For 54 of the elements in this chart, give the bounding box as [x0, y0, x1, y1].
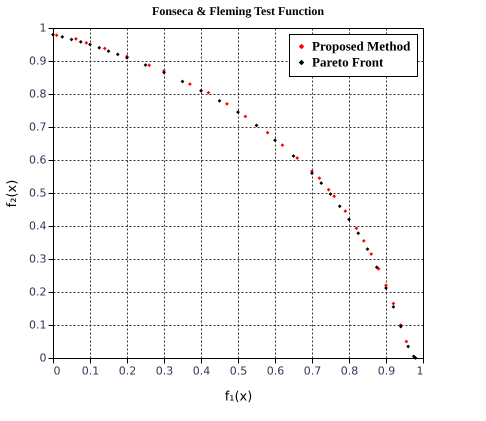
- x-tick-label: 0.2: [118, 364, 136, 378]
- point: [244, 114, 248, 118]
- y-axis-title: f₂(x): [5, 180, 20, 208]
- x-tick-label: 0.9: [378, 364, 396, 378]
- point: [369, 252, 374, 256]
- point: [318, 176, 322, 180]
- point: [102, 46, 107, 50]
- x-tick-label: 0.5: [230, 364, 248, 378]
- y-tick-label: 0.7: [29, 120, 46, 134]
- point: [404, 340, 408, 344]
- point: [116, 52, 120, 56]
- point: [273, 138, 277, 142]
- x-tick-label: 0.3: [156, 364, 174, 378]
- y-tick-label: 0.8: [29, 88, 46, 100]
- point: [84, 40, 88, 45]
- x-tick-label: 0.7: [304, 364, 322, 378]
- chart-title: Fonseca & Fleming Test Function: [152, 4, 324, 18]
- point: [406, 344, 410, 348]
- x-tick-label: 0: [54, 364, 60, 378]
- y-tick-label: 0.9: [29, 54, 46, 68]
- y-tick-label: 0.3: [29, 252, 46, 266]
- x-tick-label: 0.8: [340, 364, 358, 378]
- point: [319, 181, 324, 185]
- legend-label: Pareto Front: [312, 54, 384, 70]
- point: [188, 82, 192, 86]
- point: [199, 88, 203, 93]
- point: [206, 90, 210, 95]
- point: [225, 102, 229, 106]
- point: [280, 143, 284, 148]
- y-tick-label: 0.1: [29, 318, 46, 332]
- x-tick-label: 1: [416, 364, 424, 378]
- point: [362, 238, 366, 243]
- x-tick-label: 0.6: [266, 364, 284, 378]
- y-tick-label: 0: [40, 352, 46, 364]
- point: [326, 188, 331, 192]
- x-tick-label: 0.1: [82, 364, 100, 378]
- point: [392, 304, 396, 309]
- point: [254, 123, 258, 128]
- y-tick-label: 0.2: [29, 286, 46, 298]
- x-tick-label: 0.4: [192, 364, 210, 378]
- y-tick-label: 0.6: [29, 154, 46, 166]
- point: [295, 156, 300, 160]
- y-tick-label: 0.5: [29, 186, 46, 200]
- legend-label: Proposed Method: [312, 38, 412, 54]
- y-tick-label: 0.4: [29, 220, 46, 232]
- point: [236, 110, 240, 114]
- point: [343, 209, 348, 214]
- point: [60, 35, 64, 39]
- y-tick-label: 1: [40, 22, 46, 34]
- x-axis-title: f₁(x): [224, 390, 252, 404]
- point: [354, 226, 358, 230]
- point: [74, 37, 78, 41]
- point: [266, 130, 270, 134]
- point: [392, 302, 396, 306]
